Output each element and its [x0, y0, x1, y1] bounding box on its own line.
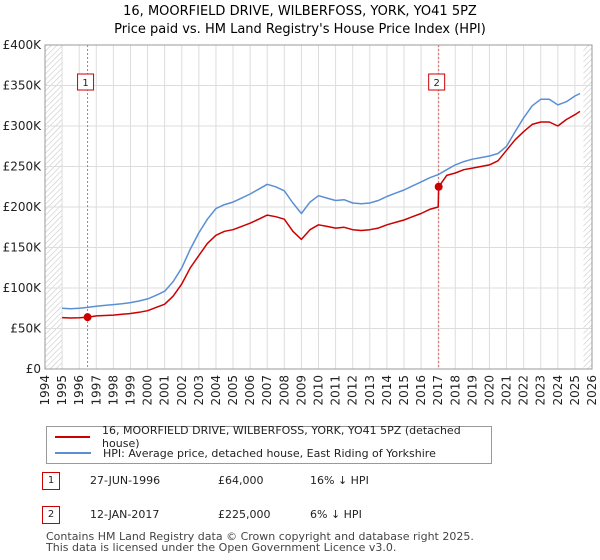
- x-tick-label: 2009: [294, 375, 308, 406]
- y-tick-label: £0: [26, 362, 41, 376]
- legend-swatch-property: [55, 436, 91, 438]
- sale-marker-label: 2: [433, 78, 439, 89]
- legend-item-hpi: HPI: Average price, detached house, East…: [55, 445, 436, 461]
- x-tick-label: 2006: [243, 375, 257, 406]
- x-tick-label: 2005: [226, 375, 240, 406]
- x-tick-label: 2007: [260, 375, 274, 406]
- y-tick-label: £50K: [10, 322, 42, 336]
- sale-point: [434, 182, 443, 191]
- footer-line-1: Contains HM Land Registry data © Crown c…: [46, 530, 474, 543]
- x-tick-label: 2022: [517, 375, 531, 406]
- x-tick-label: 2004: [209, 375, 223, 406]
- x-tick-label: 1994: [38, 375, 52, 406]
- x-tick-label: 2018: [448, 375, 462, 406]
- x-tick-label: 1997: [89, 375, 103, 406]
- plot-frame: [44, 44, 593, 370]
- x-tick-label: 2023: [534, 375, 548, 406]
- footer-attribution: Contains HM Land Registry data © Crown c…: [46, 531, 474, 553]
- sale-point: [83, 313, 92, 322]
- x-tick-label: 1995: [55, 375, 69, 406]
- x-tick-label: 1999: [123, 375, 137, 406]
- legend-swatch-hpi: [55, 452, 91, 454]
- sale-hpi-diff: 16% ↓ HPI: [310, 474, 369, 487]
- legend-item-property: 16, MOORFIELD DRIVE, WILBERFOSS, YORK, Y…: [55, 424, 491, 450]
- x-tick-label: 2021: [500, 375, 514, 406]
- y-tick-label: £350K: [3, 79, 43, 93]
- x-tick-label: 2016: [414, 375, 428, 406]
- y-tick-label: £100K: [3, 281, 43, 295]
- y-tick-label: £300K: [3, 119, 43, 133]
- x-tick-label: 2000: [141, 375, 155, 406]
- chart: 16, MOORFIELD DRIVE, WILBERFOSS, YORK, Y…: [3, 4, 599, 406]
- x-tick-label: 2014: [380, 375, 394, 406]
- x-tick-label: 2020: [482, 375, 496, 406]
- y-tick-label: £150K: [3, 241, 43, 255]
- x-tick-label: 1996: [72, 375, 86, 406]
- x-tick-label: 2026: [585, 375, 599, 406]
- sale-marker-box: [77, 73, 95, 91]
- x-tick-label: 2001: [158, 375, 172, 406]
- footer-line-2: This data is licensed under the Open Gov…: [46, 541, 397, 554]
- property-series-line: [62, 110, 581, 319]
- x-tick-label: 2013: [363, 375, 377, 406]
- x-tick-label: 1998: [106, 375, 120, 406]
- sale-date: 12-JAN-2017: [90, 508, 160, 521]
- chart-subtitle: Price paid vs. HM Land Registry's House …: [114, 22, 486, 37]
- x-tick-label: 2011: [329, 375, 343, 406]
- sale-hpi-diff: 6% ↓ HPI: [310, 508, 362, 521]
- x-tick-label: 2024: [551, 375, 565, 406]
- sale-number-badge: 1: [42, 472, 60, 490]
- hpi-series-line: [62, 92, 581, 310]
- x-tick-label: 2002: [175, 375, 189, 406]
- sale-price: £225,000: [218, 508, 271, 521]
- x-tick-label: 2012: [346, 375, 360, 406]
- x-tick-label: 2015: [397, 375, 411, 406]
- x-tick-label: 2003: [192, 375, 206, 406]
- sale-date: 27-JUN-1996: [90, 474, 161, 487]
- sale-number-badge: 2: [42, 506, 60, 524]
- x-tick-label: 2008: [277, 375, 291, 406]
- y-tick-label: £200K: [3, 200, 43, 214]
- x-tick-label: 2025: [568, 375, 582, 406]
- x-tick-label: 2017: [431, 375, 445, 406]
- x-tick-label: 2010: [312, 375, 326, 406]
- chart-title: 16, MOORFIELD DRIVE, WILBERFOSS, YORK, Y…: [123, 4, 477, 19]
- sale-price: £64,000: [218, 474, 264, 487]
- y-tick-label: £400K: [3, 38, 43, 52]
- sale-marker-box: [428, 73, 446, 91]
- x-tick-label: 2019: [465, 375, 479, 406]
- legend-label-hpi: HPI: Average price, detached house, East…: [103, 446, 436, 460]
- sale-marker-label: 1: [82, 78, 88, 89]
- sale-row-1: 1 27-JUN-1996 £64,000 16% ↓ HPI: [42, 472, 562, 494]
- y-tick-label: £250K: [3, 160, 43, 174]
- legend-label-property: 16, MOORFIELD DRIVE, WILBERFOSS, YORK, Y…: [102, 424, 461, 450]
- sale-row-2: 2 12-JAN-2017 £225,000 6% ↓ HPI: [42, 506, 562, 528]
- legend: 16, MOORFIELD DRIVE, WILBERFOSS, YORK, Y…: [46, 424, 492, 464]
